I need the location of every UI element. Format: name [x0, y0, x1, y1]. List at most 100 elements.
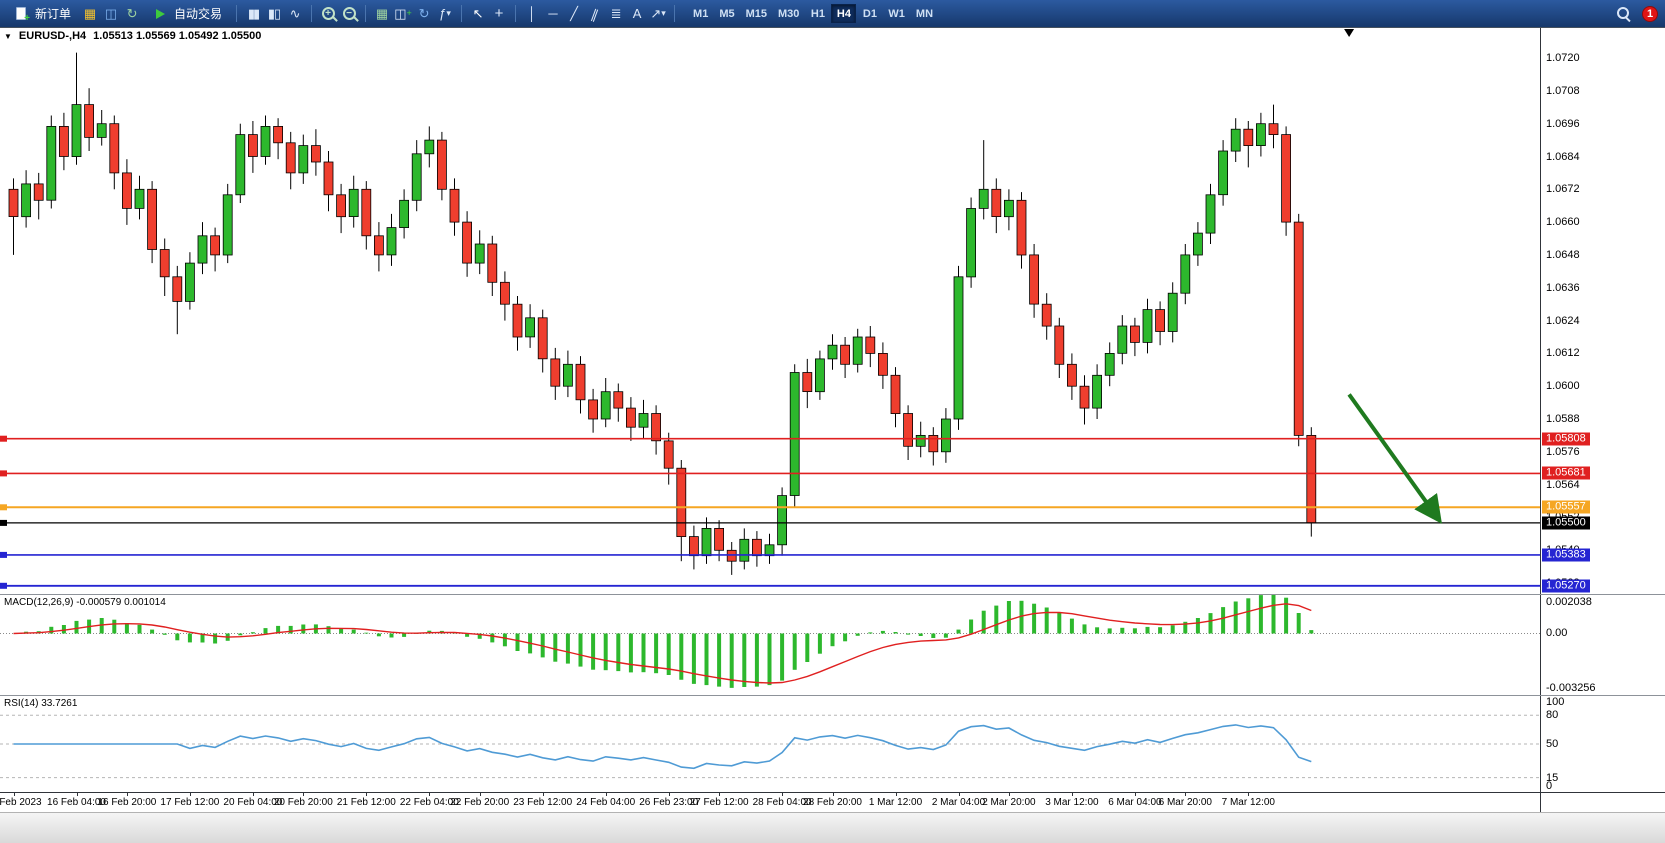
toolbar: 新订单 ▦ ◫ ↻ 自动交易 ▮▮ ▮▯ ∿ + − ▦ ◫+ ↻ ƒ▾ ↖ +… [0, 0, 1665, 27]
timeframe-m30-button[interactable]: M30 [778, 7, 800, 20]
price-grid-label: 1.0564 [1546, 478, 1580, 491]
market-watch-icon[interactable]: ◫ [104, 6, 118, 21]
price-grid-label: 1.0672 [1546, 183, 1580, 196]
candlestick-chart-icon[interactable]: ▮▯ [267, 6, 281, 21]
time-axis-tick [1008, 793, 1010, 796]
hline-price-label: 1.05681 [1542, 466, 1590, 480]
chart-profiles-icon[interactable]: ▦ [83, 6, 97, 21]
timeframe-d1-button[interactable]: D1 [862, 7, 877, 20]
time-axis-scale-corner [1540, 793, 1665, 812]
fibonacci-icon[interactable]: ≣ [610, 6, 622, 21]
timeframe-m5-button[interactable]: M5 [719, 7, 735, 20]
timeframe-mn-button[interactable]: MN [915, 7, 934, 20]
time-axis-label: 17 Feb 12:00 [160, 797, 220, 808]
crosshair-icon[interactable]: + [494, 5, 504, 22]
price-grid-label: 1.0660 [1546, 216, 1580, 229]
timeframe-h1-button[interactable]: H1 [810, 7, 825, 20]
time-axis-tick [719, 793, 721, 796]
hline-price-label: 1.05270 [1542, 579, 1590, 593]
bar-chart-icon[interactable]: ▮▮ [247, 6, 260, 21]
oneclick-toggle-icon[interactable]: ▼ [4, 31, 12, 41]
status-bar [0, 812, 1665, 843]
price-scale[interactable]: 1.0720 1.0708 1.0696 1.0684 1.0672 1.0660 1.06… [1540, 28, 1665, 594]
hline-price-label: 1.05557 [1542, 500, 1590, 514]
hline-price-label: 1.05500 [1542, 516, 1590, 530]
text-icon[interactable]: A [632, 6, 642, 21]
macd-panel-row: MACD(12,26,9) -0.000579 0.001014 0.00203… [0, 594, 1665, 695]
price-grid-label: 1.0612 [1546, 347, 1580, 360]
main-chart-plot[interactable]: ▼ EURUSD-,H4 1.05513 1.05569 1.05492 1.0… [0, 28, 1540, 594]
rsi-chart-canvas[interactable] [0, 696, 1540, 792]
indicators-icon[interactable]: ƒ ▾ [439, 6, 451, 21]
channel-icon[interactable]: ∥ [589, 5, 601, 22]
new-chart-icon[interactable]: ◫ + [394, 6, 412, 21]
vertical-line-icon[interactable]: │ [527, 6, 537, 21]
macd-axis-label: 0.00 [1546, 627, 1568, 640]
new-order-button[interactable]: 新订单 [5, 3, 78, 25]
autotrading-button[interactable]: 自动交易 [144, 3, 229, 25]
zoom-in-icon[interactable]: + [319, 5, 337, 23]
trendline-icon[interactable]: ╱ [570, 6, 578, 21]
time-axis-label: 23 Feb 12:00 [513, 797, 573, 808]
time-axis-label: 28 Feb 04:00 [752, 797, 812, 808]
new-order-label: 新订单 [35, 7, 72, 21]
time-axis-tick [1185, 793, 1187, 796]
arrows-icon[interactable]: ↗ ▾ [650, 6, 666, 21]
main-chart-row: ▼ EURUSD-,H4 1.05513 1.05569 1.05492 1.0… [0, 28, 1665, 594]
tile-windows-icon[interactable]: ▦ [375, 6, 389, 21]
rsi-axis-label: 15 [1546, 771, 1559, 784]
cursor-icon[interactable]: ↖ [472, 6, 484, 21]
rsi-scale[interactable]: 100 80 50 15 0 [1540, 696, 1665, 792]
price-grid-label: 1.0708 [1546, 84, 1580, 97]
timeframe-w1-button[interactable]: W1 [888, 7, 905, 20]
time-axis-tick [1134, 793, 1136, 796]
time-axis-tick [76, 793, 78, 796]
autotrading-play-icon [151, 5, 169, 23]
time-axis-label: 20 Feb 20:00 [273, 797, 333, 808]
time-axis-label: 2 Mar 20:00 [982, 797, 1036, 808]
time-axis-label: 26 Feb 23:00 [639, 797, 699, 808]
horizontal-line-icon[interactable]: ─ [548, 6, 558, 21]
price-grid-label: 1.0636 [1546, 281, 1580, 294]
macd-panel-plot[interactable]: MACD(12,26,9) -0.000579 0.001014 [0, 595, 1540, 695]
timeframe-h4-button[interactable]: H4 [831, 4, 857, 23]
candlestick-chart-canvas[interactable] [0, 28, 1540, 594]
time-axis-label: 2 Mar 04:00 [931, 797, 986, 808]
toolbar-separator [236, 5, 238, 22]
toolbar-separator [365, 5, 367, 22]
notification-badge[interactable]: 1 [1642, 5, 1658, 22]
macd-axis-label: 0.002038 [1546, 596, 1592, 608]
macd-scale[interactable]: 0.002038 0.00 -0.003256 [1540, 595, 1665, 695]
time-axis-tick [782, 793, 784, 796]
time-axis-label: 3 Mar 12:00 [1045, 797, 1099, 808]
chart-cycle-icon[interactable]: ↻ [418, 6, 430, 21]
zoom-out-icon[interactable]: − [340, 5, 358, 23]
timeframe-m15-button[interactable]: M15 [745, 7, 767, 20]
rsi-panel-plot[interactable]: RSI(14) 33.7261 [0, 696, 1540, 792]
time-axis-tick [429, 793, 431, 796]
time-axis-label: 20 Feb 04:00 [223, 797, 283, 808]
time-axis-label: 16 Feb 04:00 [47, 797, 106, 808]
time-axis-label: 6 Mar 20:00 [1158, 797, 1212, 808]
chart-window: ▼ EURUSD-,H4 1.05513 1.05569 1.05492 1.0… [0, 27, 1665, 812]
rsi-axis-label: 80 [1546, 709, 1559, 722]
price-grid-label: 1.0720 [1546, 52, 1580, 65]
chart-ohlc-values: 1.05513 1.05569 1.05492 1.05500 [93, 30, 262, 42]
time-axis-label: 6 Mar 04:00 [1108, 797, 1162, 808]
search-icon[interactable] [1614, 5, 1632, 23]
line-chart-icon[interactable]: ∿ [289, 6, 301, 21]
timeframe-m1-button[interactable]: M1 [693, 7, 709, 20]
rsi-panel-row: RSI(14) 33.7261 100 80 50 15 0 [0, 695, 1665, 792]
macd-chart-canvas[interactable] [0, 595, 1540, 695]
time-axis-label: 22 Feb 20:00 [450, 797, 510, 808]
price-grid-label: 1.0624 [1546, 314, 1580, 327]
refresh-icon[interactable]: ↻ [126, 6, 138, 21]
time-axis-tick [1071, 793, 1073, 796]
toolbar-separator [515, 5, 517, 22]
time-axis-label: 16 Feb 20:00 [97, 797, 157, 808]
new-order-icon [12, 5, 30, 24]
time-axis-tick [303, 793, 305, 796]
price-grid-label: 1.0600 [1546, 380, 1580, 393]
time-axis-label: 15 Feb 2023 [0, 797, 42, 808]
